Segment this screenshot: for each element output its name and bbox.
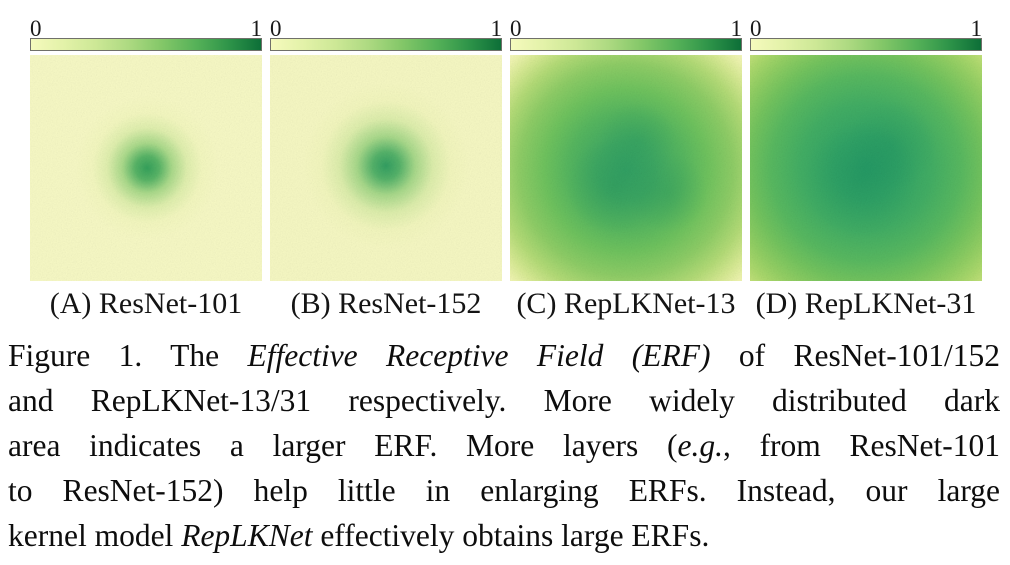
panel-label-b: (B) ResNet-152 xyxy=(290,287,482,320)
colorbar-tick-labels: 0 1 xyxy=(30,16,263,41)
panel-label-d: (D) RepLKNet-31 xyxy=(755,287,977,320)
colorbar xyxy=(30,38,262,51)
colorbar-tick-labels: 0 1 xyxy=(270,16,503,41)
erf-heatmap-replknet-31 xyxy=(750,55,982,281)
panel-replknet-13: 0 1 (C) RepLKNet-13 xyxy=(510,16,743,322)
caption-line: kernel model RepLKNet effectively obtain… xyxy=(8,518,710,553)
panel-label-c: (C) RepLKNet-13 xyxy=(516,287,736,320)
panel-label-a: (A) ResNet-101 xyxy=(49,287,243,320)
erf-heatmap-replknet-13 xyxy=(510,55,742,281)
colorbar-max-label: 1 xyxy=(250,16,263,41)
colorbar xyxy=(750,38,982,51)
caption-line: Figure 1. The Effective Receptive Field … xyxy=(8,338,1000,373)
figure-caption: Figure 1. The Effective Receptive Field … xyxy=(0,333,1010,558)
colorbar-max-label: 1 xyxy=(970,16,983,41)
panel-resnet-101: 0 1 (A) ResNet-101 xyxy=(30,16,263,322)
colorbar xyxy=(510,38,742,51)
colorbar-max-label: 1 xyxy=(730,16,743,41)
colorbar xyxy=(270,38,502,51)
colorbar-min-label: 0 xyxy=(510,16,522,41)
caption-line: area indicates a larger ERF. More layers… xyxy=(8,428,1001,463)
colorbar-min-label: 0 xyxy=(30,16,42,41)
erf-heatmap-resnet-152 xyxy=(270,55,502,281)
erf-heatmap-resnet-101 xyxy=(30,55,262,281)
colorbar-min-label: 0 xyxy=(750,16,762,41)
noise-texture xyxy=(30,55,262,281)
caption-line: to ResNet-152) help little in enlarging … xyxy=(8,473,1000,508)
noise-texture xyxy=(750,55,982,281)
colorbar-tick-labels: 0 1 xyxy=(510,16,743,41)
panel-resnet-152: 0 1 (B) ResNet-152 xyxy=(270,16,503,322)
panel-replknet-31: 0 1 (D) RepLKNet-31 xyxy=(750,16,983,322)
colorbar-tick-labels: 0 1 xyxy=(750,16,983,41)
noise-texture xyxy=(270,55,502,281)
noise-texture xyxy=(510,55,742,281)
heatmap-panels-row: 0 1 (A) ResNet-101 0 1 xyxy=(30,16,983,322)
caption-line: and RepLKNet-13/31 respectively. More wi… xyxy=(8,383,1000,418)
colorbar-max-label: 1 xyxy=(490,16,503,41)
colorbar-min-label: 0 xyxy=(270,16,282,41)
